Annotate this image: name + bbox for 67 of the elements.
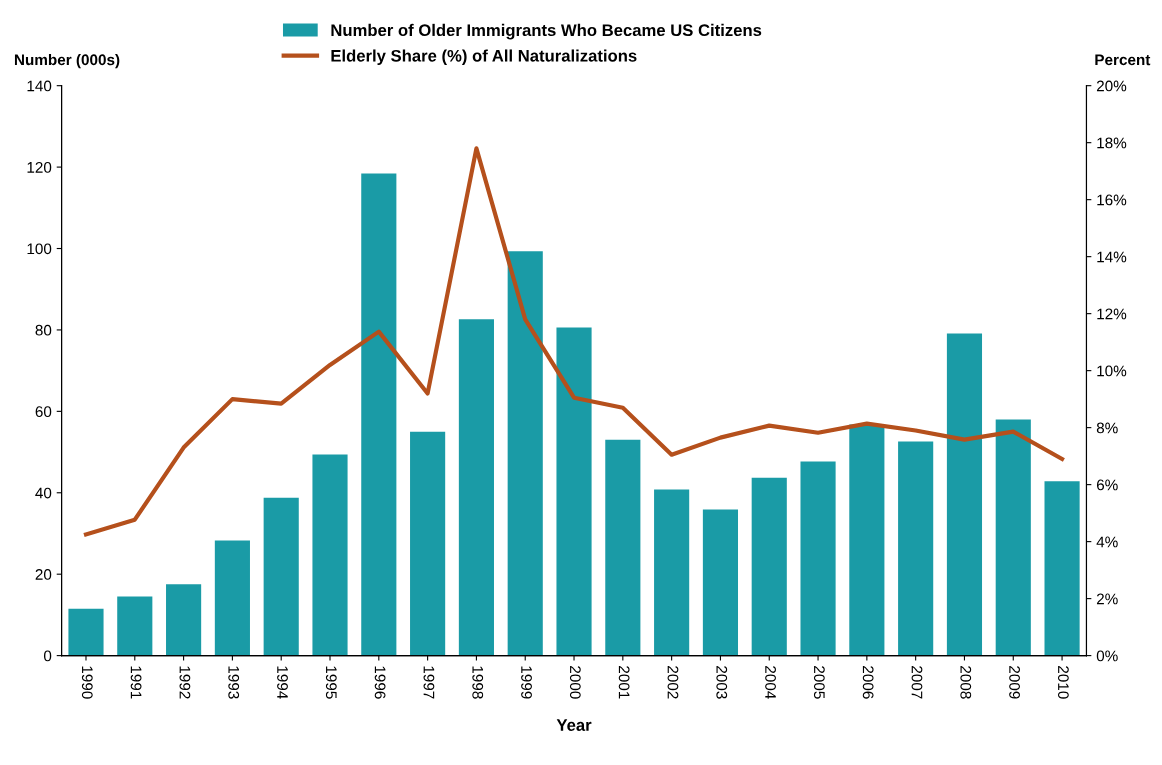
legend-label: Elderly Share (%) of All Naturalizations bbox=[331, 49, 637, 65]
y-tick-label: 80 bbox=[35, 324, 52, 336]
y2-tick-label: 20% bbox=[1096, 80, 1127, 92]
x-tick-label: 1992 bbox=[179, 666, 191, 699]
x-tick-label: 2007 bbox=[911, 666, 923, 699]
x-tick-label: 2001 bbox=[618, 666, 630, 699]
y2-tick-label: 14% bbox=[1097, 251, 1127, 263]
line-series bbox=[83, 146, 1065, 537]
bar bbox=[898, 441, 934, 656]
x-tick-label: 2008 bbox=[960, 666, 972, 699]
x-tick-label: 1998 bbox=[472, 666, 484, 699]
bar bbox=[702, 509, 739, 656]
y2-tick-label: 6% bbox=[1096, 479, 1118, 491]
bar bbox=[946, 333, 983, 656]
y-tick-label: 60 bbox=[35, 406, 52, 418]
y2-tick-label: 0% bbox=[1096, 650, 1118, 662]
x-tick-label: 2009 bbox=[1009, 666, 1020, 699]
bar bbox=[458, 319, 494, 656]
y2-tick-label: 18% bbox=[1097, 137, 1127, 149]
bar bbox=[800, 461, 836, 656]
y-tick-label: 0 bbox=[43, 650, 52, 662]
x-tick-label: 1990 bbox=[81, 666, 93, 699]
y2-tick-label: 12% bbox=[1097, 308, 1127, 320]
x-tick-label: 1991 bbox=[130, 666, 142, 699]
bar bbox=[556, 327, 592, 656]
x-tick-label: 1996 bbox=[374, 666, 386, 699]
y-axis-title: Number (000s) bbox=[14, 53, 120, 69]
bar bbox=[410, 431, 446, 656]
y2-axis-title: Percent bbox=[1095, 54, 1151, 66]
x-tick-label: 2010 bbox=[1057, 666, 1069, 699]
bar bbox=[361, 173, 397, 656]
bar bbox=[654, 489, 690, 656]
bar bbox=[1044, 481, 1080, 656]
x-tick-label: 1999 bbox=[521, 666, 532, 699]
bar bbox=[166, 584, 202, 656]
y2-tick-label: 2% bbox=[1096, 593, 1118, 605]
y-tick-label: 120 bbox=[27, 161, 52, 173]
x-tick-label: 2004 bbox=[765, 666, 776, 699]
bar bbox=[312, 454, 348, 656]
bar bbox=[507, 251, 543, 656]
bar bbox=[68, 608, 104, 656]
x-tick-label: 1995 bbox=[325, 666, 337, 699]
y-tick-label: 20 bbox=[35, 569, 52, 580]
y2-tick-label: 16% bbox=[1097, 194, 1127, 206]
y2-tick-label: 8% bbox=[1096, 422, 1118, 434]
y2-tick-label: 10% bbox=[1097, 365, 1127, 377]
bar bbox=[995, 419, 1031, 656]
bar bbox=[214, 540, 250, 656]
y-tick-label: 40 bbox=[35, 487, 52, 499]
x-axis-title: Year bbox=[556, 719, 592, 731]
y-tick-label: 140 bbox=[27, 80, 52, 92]
legend-label: Number of Older Immigrants Who Became US Citizens bbox=[331, 23, 762, 40]
x-tick-label: 1997 bbox=[423, 666, 435, 699]
bar bbox=[605, 439, 641, 656]
bar bbox=[751, 477, 787, 656]
x-tick-label: 2003 bbox=[716, 666, 728, 699]
x-tick-label: 2002 bbox=[667, 666, 679, 699]
bar bbox=[849, 424, 885, 656]
y2-tick-label: 4% bbox=[1096, 536, 1118, 548]
bar bbox=[263, 497, 299, 656]
x-tick-label: 2005 bbox=[813, 666, 825, 699]
x-tick-label: 2006 bbox=[862, 666, 874, 699]
x-tick-label: 1994 bbox=[277, 666, 288, 699]
bar bbox=[117, 596, 153, 656]
x-tick-label: 2000 bbox=[569, 666, 581, 699]
x-tick-label: 1993 bbox=[228, 666, 240, 699]
y-tick-label: 100 bbox=[27, 243, 52, 255]
